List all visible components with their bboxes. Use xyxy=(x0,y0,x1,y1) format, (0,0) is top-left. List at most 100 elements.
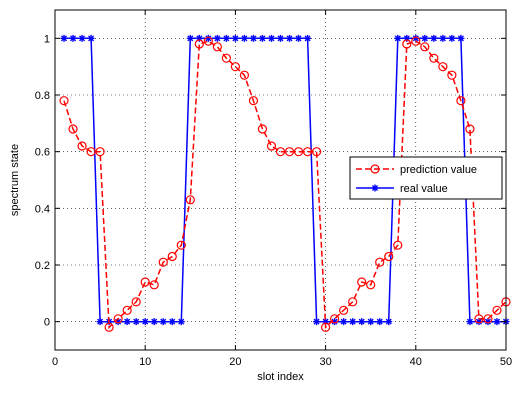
data-point xyxy=(150,318,158,326)
data-point xyxy=(348,297,358,307)
data-point xyxy=(420,42,430,52)
axis-ticks: 0 10 20 30 40 50 0 0.2 0.4 0.6 0.8 1 xyxy=(35,10,512,368)
x-axis-label: slot index xyxy=(257,371,304,383)
data-point xyxy=(330,314,340,324)
data-point xyxy=(438,62,448,72)
x-tick-label: 20 xyxy=(229,356,241,368)
data-point xyxy=(402,39,412,49)
data-point xyxy=(230,62,240,72)
data-point xyxy=(194,39,204,49)
y-tick-label: 0 xyxy=(44,317,50,329)
data-point xyxy=(439,34,447,42)
data-point xyxy=(86,147,96,157)
data-point xyxy=(267,34,275,42)
legend-label: real value xyxy=(400,183,448,195)
data-point xyxy=(177,318,185,326)
data-point xyxy=(221,53,231,63)
data-point xyxy=(295,34,303,42)
data-point xyxy=(302,147,313,157)
legend-box xyxy=(349,156,503,200)
data-point xyxy=(370,164,380,174)
data-point xyxy=(304,34,312,42)
data-point xyxy=(249,34,257,42)
data-point xyxy=(275,147,286,157)
data-point xyxy=(371,184,379,192)
legend-item: real value xyxy=(356,183,448,195)
plot-frame xyxy=(54,9,507,351)
data-point xyxy=(340,318,348,326)
data-point xyxy=(367,318,375,326)
data-point xyxy=(466,318,474,326)
data-point xyxy=(266,141,277,151)
data-point xyxy=(385,318,393,326)
data-point xyxy=(421,34,429,42)
y-axis-label: spectrum state xyxy=(9,144,21,216)
data-point xyxy=(411,36,421,46)
data-point xyxy=(321,322,331,332)
data-point xyxy=(222,34,230,42)
data-point xyxy=(493,318,501,326)
data-point xyxy=(122,305,132,315)
data-point xyxy=(212,42,222,52)
data-point xyxy=(96,318,104,326)
data-point xyxy=(349,318,357,326)
data-point xyxy=(286,34,294,42)
data-point xyxy=(366,280,376,290)
data-point xyxy=(104,322,114,332)
data-point xyxy=(465,124,475,134)
data-point xyxy=(429,53,439,63)
data-point xyxy=(176,240,186,250)
data-point xyxy=(457,34,465,42)
data-point xyxy=(158,257,168,267)
data-point xyxy=(231,34,239,42)
data-point xyxy=(186,34,194,42)
series-layer xyxy=(59,34,511,332)
data-point xyxy=(141,318,149,326)
data-point xyxy=(258,34,266,42)
data-point xyxy=(430,34,438,42)
data-point xyxy=(448,34,456,42)
data-point xyxy=(384,251,394,262)
data-point xyxy=(167,251,177,262)
data-point xyxy=(78,34,86,42)
x-tick-label: 30 xyxy=(319,356,331,368)
data-point xyxy=(277,34,284,42)
data-point xyxy=(149,280,159,290)
data-point xyxy=(293,147,304,157)
data-point xyxy=(69,34,77,42)
data-point xyxy=(132,318,140,326)
data-point xyxy=(474,314,484,324)
data-point xyxy=(185,195,195,205)
series-real-value xyxy=(60,34,510,326)
data-point xyxy=(159,318,167,326)
data-point xyxy=(483,314,493,324)
x-tick-label: 0 xyxy=(52,356,58,368)
data-point xyxy=(313,318,321,326)
data-point xyxy=(339,305,349,315)
data-point xyxy=(59,96,69,106)
legend: prediction value real value xyxy=(349,156,503,200)
data-point xyxy=(375,257,385,267)
data-point xyxy=(257,124,268,134)
y-tick-label: 0.4 xyxy=(35,203,50,215)
data-point xyxy=(168,318,176,326)
data-point xyxy=(311,147,322,157)
data-point xyxy=(357,277,367,287)
x-tick-label: 50 xyxy=(500,356,512,368)
data-point xyxy=(447,70,457,80)
x-tick-label: 40 xyxy=(410,356,422,368)
data-point xyxy=(240,34,248,42)
x-tick-label: 10 xyxy=(139,356,151,368)
data-point xyxy=(68,124,78,134)
data-point xyxy=(239,70,250,80)
y-tick-label: 1 xyxy=(44,33,50,45)
data-point xyxy=(358,318,366,326)
grid-lines xyxy=(55,10,506,350)
data-point xyxy=(456,96,466,106)
data-point xyxy=(123,318,131,326)
y-tick-label: 0.8 xyxy=(35,90,50,102)
data-point xyxy=(131,297,141,307)
series-prediction-value xyxy=(59,36,511,332)
data-point xyxy=(95,147,105,157)
